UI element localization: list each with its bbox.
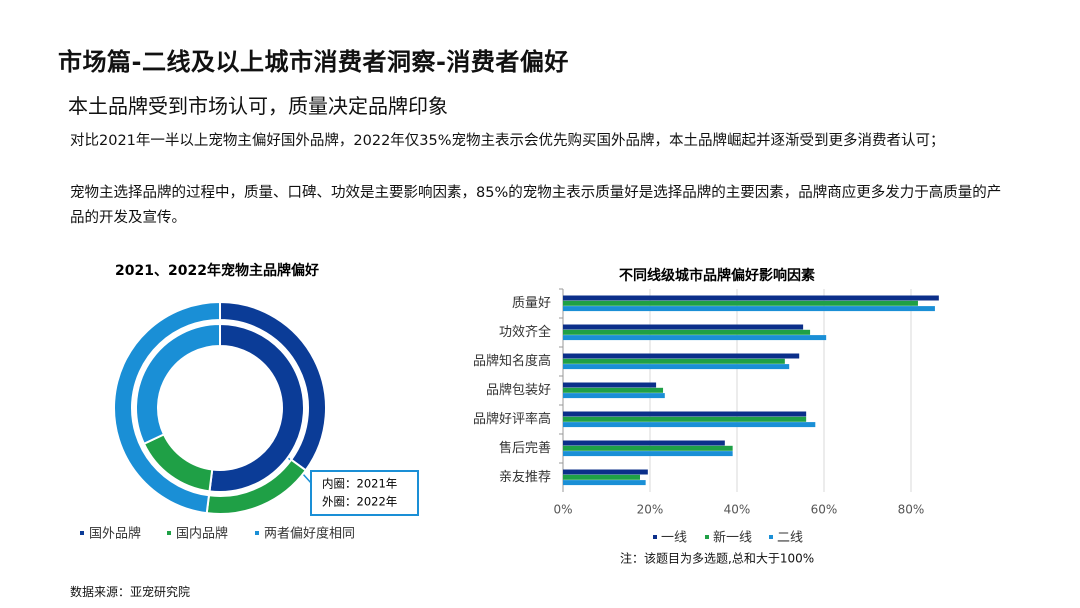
bar xyxy=(563,445,733,451)
bar xyxy=(563,451,733,457)
legend-label: 一线 xyxy=(661,531,687,546)
bar xyxy=(563,353,800,359)
x-tick-label: 0% xyxy=(553,503,572,517)
donut-segment xyxy=(208,322,305,493)
chart-title: 2021、2022年宠物主品牌偏好 xyxy=(115,262,319,279)
bar xyxy=(563,387,664,393)
bar xyxy=(563,306,935,312)
y-tick-label: 品牌包装好 xyxy=(486,382,551,398)
y-tick-label: 品牌好评率高 xyxy=(473,411,551,427)
bar xyxy=(563,480,646,486)
x-tick-label: 20% xyxy=(637,503,664,517)
y-tick-label: 亲友推荐 xyxy=(499,469,551,485)
x-tick-label: 60% xyxy=(811,503,838,517)
bar xyxy=(563,324,804,330)
y-tick-label: 品牌知名度高 xyxy=(473,353,551,369)
donut-segment xyxy=(113,300,221,515)
donut-segment xyxy=(135,322,221,446)
annotation-text: 内圈：2021年 xyxy=(322,477,397,491)
bar xyxy=(563,358,785,364)
legend-marker xyxy=(255,531,259,535)
x-tick-label: 80% xyxy=(898,503,925,517)
annotation-text: 外圈：2022年 xyxy=(322,495,397,509)
legend-label: 国内品牌 xyxy=(176,526,228,542)
chart-note: 注：该题目为多选题,总和大于100% xyxy=(620,551,814,566)
bar xyxy=(563,335,827,341)
bar xyxy=(563,416,807,422)
x-tick-label: 40% xyxy=(724,503,751,517)
legend-label: 两者偏好度相同 xyxy=(264,526,355,542)
bar xyxy=(563,474,640,480)
bar xyxy=(563,329,811,335)
legend-marker xyxy=(167,531,171,535)
bar xyxy=(563,422,816,428)
bar xyxy=(563,300,918,306)
paragraph: 对比2021年一半以上宠物主偏好国外品牌，2022年仅35%宠物主表示会优先购买… xyxy=(70,133,945,149)
y-tick-label: 售后完善 xyxy=(499,440,551,456)
bar xyxy=(563,382,657,388)
legend-label: 新一线 xyxy=(713,530,752,546)
legend-label: 二线 xyxy=(777,531,803,546)
paragraph: 宠物主选择品牌的过程中，质量、口碑、功效是主要影响因素，85%的宠物主表示质量好… xyxy=(70,185,1002,226)
legend-marker xyxy=(80,531,84,535)
slide-title: 市场篇-二线及以上城市消费者洞察-消费者偏好 xyxy=(58,48,569,76)
bar xyxy=(563,393,665,399)
bar xyxy=(563,469,648,475)
slide-subtitle: 本土品牌受到市场认可，质量决定品牌印象 xyxy=(68,94,448,118)
legend-marker xyxy=(769,535,773,539)
legend-marker xyxy=(653,535,657,539)
legend-marker xyxy=(705,535,709,539)
source-note: 数据来源：亚宠研究院 xyxy=(70,585,191,599)
chart-title: 不同线级城市品牌偏好影响因素 xyxy=(619,267,815,284)
bar xyxy=(563,440,725,446)
bar xyxy=(563,411,807,417)
legend-label: 国外品牌 xyxy=(89,526,141,542)
annotation-box xyxy=(310,470,419,516)
y-tick-label: 质量好 xyxy=(512,296,551,311)
y-tick-label: 功效齐全 xyxy=(499,324,551,340)
bar xyxy=(563,295,939,301)
bar xyxy=(563,364,790,370)
